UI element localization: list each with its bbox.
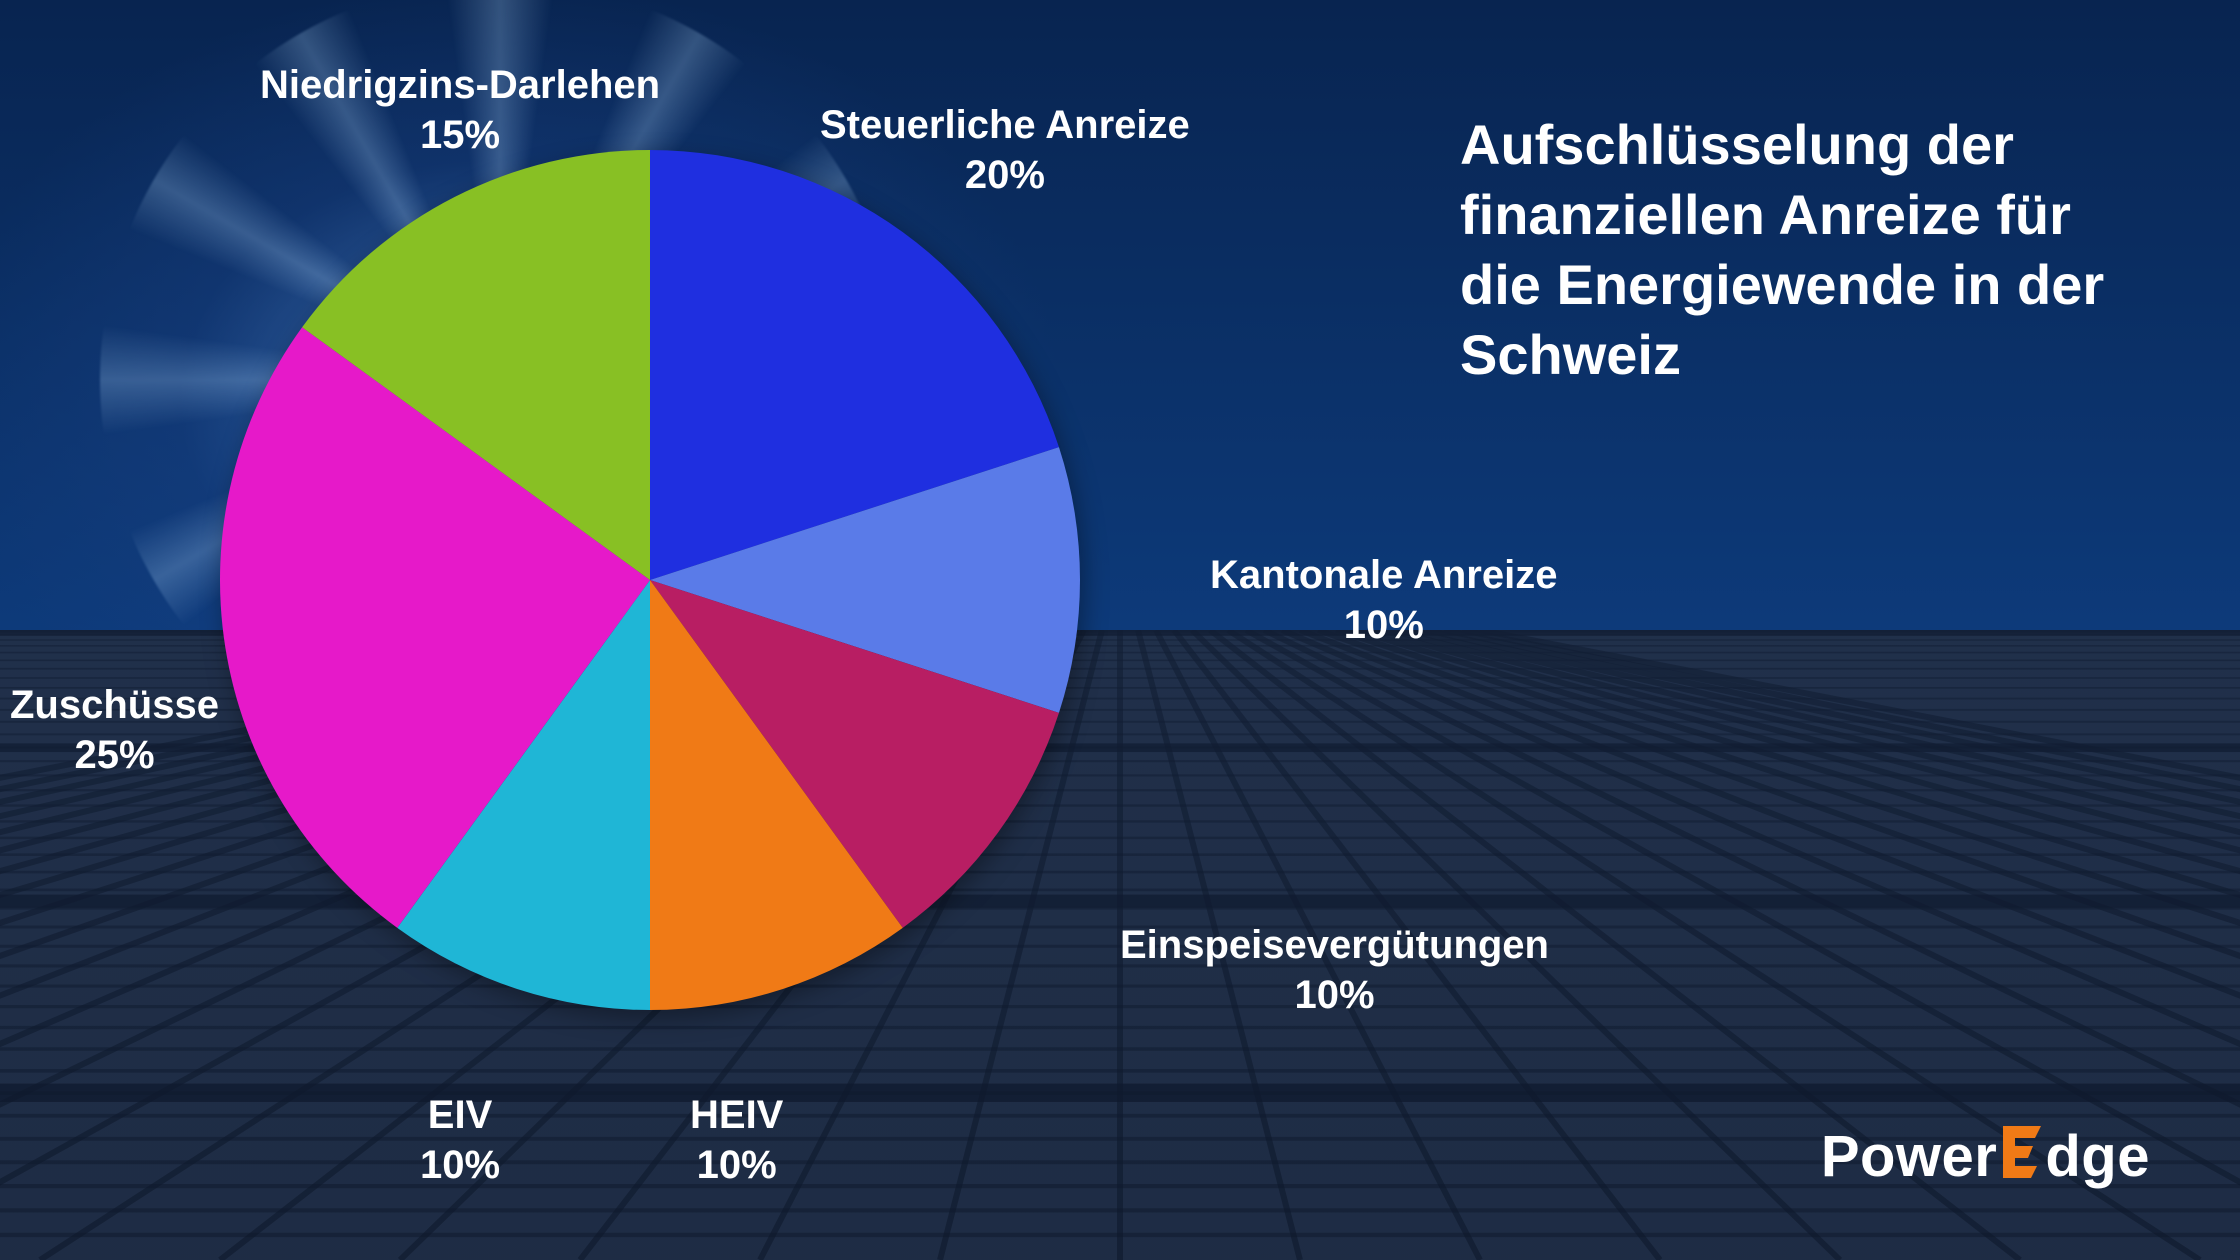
chart-title: Aufschlüsselung der finanziellen Anreize… xyxy=(1460,110,2160,390)
slice-label-name: Niedrigzins-Darlehen xyxy=(260,60,660,110)
slice-label-2: Einspeisevergütungen10% xyxy=(1120,920,1549,1020)
slice-label-name: Steuerliche Anreize xyxy=(820,100,1190,150)
slice-label-1: Kantonale Anreize10% xyxy=(1210,550,1557,650)
logo-accent-icon xyxy=(1997,1125,2045,1192)
slice-label-6: Niedrigzins-Darlehen15% xyxy=(260,60,660,160)
slice-label-percent: 10% xyxy=(420,1140,500,1190)
slice-label-0: Steuerliche Anreize20% xyxy=(820,100,1190,200)
slice-label-name: Einspeisevergütungen xyxy=(1120,920,1549,970)
brand-logo: Power dge xyxy=(1821,1123,2150,1190)
slice-label-4: EIV10% xyxy=(420,1090,500,1190)
pie-chart xyxy=(220,150,1080,1010)
slice-label-name: Kantonale Anreize xyxy=(1210,550,1557,600)
slice-label-name: Zuschüsse xyxy=(10,680,219,730)
slice-label-percent: 15% xyxy=(260,110,660,160)
slice-label-percent: 25% xyxy=(10,730,219,780)
slice-label-percent: 10% xyxy=(1210,600,1557,650)
slice-label-name: EIV xyxy=(420,1090,500,1140)
slice-label-name: HEIV xyxy=(690,1090,783,1140)
slice-label-3: HEIV10% xyxy=(690,1090,783,1190)
slice-label-percent: 20% xyxy=(820,150,1190,200)
slice-label-percent: 10% xyxy=(690,1140,783,1190)
logo-text-before: Power xyxy=(1821,1123,1998,1190)
slice-label-5: Zuschüsse25% xyxy=(10,680,219,780)
slice-label-percent: 10% xyxy=(1120,970,1549,1020)
logo-text-after: dge xyxy=(2045,1123,2150,1190)
